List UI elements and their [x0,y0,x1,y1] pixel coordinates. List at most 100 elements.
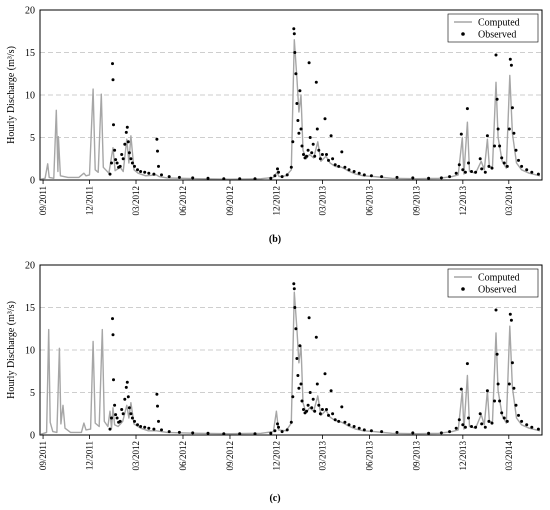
legend-label: Computed [478,18,520,29]
y-tick-label: 5 [30,388,35,399]
observed-point [123,397,127,401]
observed-point [463,170,467,174]
observed-point [277,170,280,174]
observed-point [314,80,318,84]
observed-point [510,361,514,365]
x-tick-label: 09/2012 [225,186,235,216]
observed-point [305,154,309,158]
observed-point [329,389,333,393]
observed-point [331,412,335,416]
observed-point [411,176,415,180]
observed-point [325,153,328,156]
observed-point [362,428,366,432]
observed-point [152,172,156,176]
y-tick-label: 20 [25,6,35,17]
observed-point [222,432,226,436]
x-tick-label: 03/2012 [131,441,141,471]
observed-point [454,171,458,175]
observed-point [295,357,299,360]
observed-point [121,412,125,416]
observed-point [343,420,347,424]
observed-point [291,140,295,144]
observed-point [474,170,478,174]
y-tick-label: 10 [25,346,35,357]
y-tick-label: 5 [30,133,35,144]
x-tick-label: 06/2012 [178,441,188,471]
observed-point [470,170,473,173]
observed-point [333,418,337,422]
y-axis-label: Hourly Discharge (m³/s) [6,46,17,144]
observed-point [139,425,143,428]
observed-point [300,399,304,403]
observed-point [536,427,540,431]
observed-point [478,157,482,161]
chart-panel-b: 0 5 10 15 20 09/2011 12/2011 03/2012 06/2012 09/2… [0,0,550,230]
x-tick-label: 12/2013 [458,441,468,471]
observed-point [143,170,147,174]
observed-point [333,163,337,167]
observed-point [129,412,133,416]
observed-point [459,132,463,136]
observed-point [485,389,489,393]
observed-point [160,428,163,432]
observed-point [520,419,524,423]
observed-point [113,148,117,152]
observed-point [206,431,210,435]
plot-frame [39,9,543,181]
observed-point [510,106,514,110]
observed-point [525,423,529,427]
y-tick-label: 10 [25,91,35,102]
observed-point [411,431,415,435]
observed-point [465,107,469,111]
chart-svg: 0 5 10 15 20 09/2011 12/2011 03/2012 06/2012 09/2… [6,6,543,216]
observed-point [327,413,330,417]
observed-point [126,395,130,399]
observed-point [277,425,280,429]
observed-point [130,161,134,165]
observed-point [347,423,351,427]
observed-point [300,144,304,148]
observed-point [115,416,119,420]
observed-point [517,413,520,417]
observed-point [517,158,520,162]
x-tick-label: 12/2011 [85,186,95,215]
observed-point [273,174,277,178]
observed-point [125,125,129,129]
observed-point [124,385,128,389]
observed-point [299,382,303,386]
observed-point [297,131,301,135]
observed-point [487,419,491,423]
observed-point [155,137,159,141]
legend-swatch-observed [461,287,465,291]
observed-point [120,153,124,156]
observed-point [167,430,171,434]
observed-point [297,386,301,390]
observed-point [136,168,139,172]
x-tick-label: 03/2014 [504,186,514,216]
observed-point [177,175,181,179]
observed-point [143,425,147,429]
observed-point [155,392,159,396]
y-tick-label: 0 [30,431,35,442]
observed-point [357,426,361,430]
observed-point [509,63,513,67]
observed-point [498,399,502,403]
observed-point [273,429,277,433]
observed-point [470,425,473,428]
observed-point [293,306,297,309]
observed-point [508,57,512,61]
observed-point [395,430,399,434]
observed-point [461,168,465,172]
x-tick-label: 09/2013 [411,441,421,471]
observed-point [314,335,318,339]
observed-point [280,430,284,434]
observed-point [108,172,112,176]
observed-point [317,403,321,407]
observed-point [352,425,356,428]
x-tick-label: 06/2013 [364,441,374,471]
observed-point [269,176,273,180]
observed-point [292,282,296,286]
observed-point [317,148,321,152]
observed-point [369,174,373,178]
observed-point [298,344,302,348]
